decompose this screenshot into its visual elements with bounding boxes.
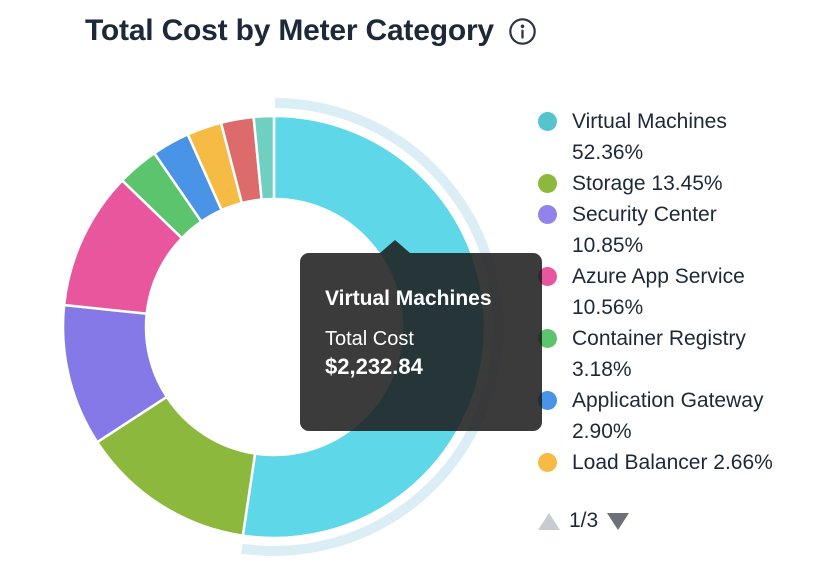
legend-item: Storage 13.45% (538, 168, 806, 199)
legend-item: Load Balancer 2.66% (538, 447, 806, 478)
chart-legend: Virtual Machines 52.36% Storage 13.45% Sec… (538, 106, 806, 504)
legend-swatch-icon (538, 453, 557, 472)
legend-item: Container Registry 3.18% (538, 323, 806, 385)
donut-slice-unlabeled[interactable] (252, 114, 276, 201)
tooltip-value: $2,232.84 (325, 354, 423, 379)
legend-item: Application Gateway 2.90% (538, 385, 806, 447)
legend-item: Virtual Machines 52.36% (538, 106, 806, 168)
legend-label: Load Balancer 2.66% (572, 451, 773, 474)
tooltip-arrow-icon (380, 240, 410, 253)
info-icon[interactable] (508, 17, 537, 46)
legend-item: Security Center 10.85% (538, 199, 806, 261)
tooltip-title: Virtual Machines (325, 287, 492, 310)
legend-label: Container Registry 3.18% (572, 327, 746, 381)
legend-swatch-icon (538, 391, 557, 410)
legend-swatch-icon (538, 174, 557, 193)
tooltip-metric-label: Total Cost (325, 328, 414, 350)
legend-page-down-icon[interactable] (607, 512, 630, 530)
legend-page-up-icon[interactable] (538, 512, 560, 530)
legend-item: Azure App Service 10.56% (538, 261, 806, 323)
legend-label: Virtual Machines 52.36% (572, 110, 727, 164)
legend-swatch-icon (538, 112, 557, 131)
page-title: Total Cost by Meter Category (85, 14, 494, 47)
hover-highlight-ring (238, 95, 505, 558)
legend-swatch-icon (538, 329, 557, 348)
legend-label: Storage 13.45% (572, 172, 723, 195)
legend-label: Application Gateway 2.90% (572, 389, 764, 443)
legend-label: Security Center 10.85% (572, 203, 717, 257)
legend-label: Azure App Service 10.56% (572, 265, 745, 319)
chart-tooltip: Virtual Machines Total Cost $2,232.84 (300, 240, 542, 431)
legend-swatch-icon (538, 267, 557, 286)
legend-page-indicator: 1/3 (569, 509, 599, 532)
legend-swatch-icon (538, 205, 557, 224)
widget-header: Total Cost by Meter Category (85, 14, 537, 48)
legend-pager: 1/3 (538, 509, 630, 533)
